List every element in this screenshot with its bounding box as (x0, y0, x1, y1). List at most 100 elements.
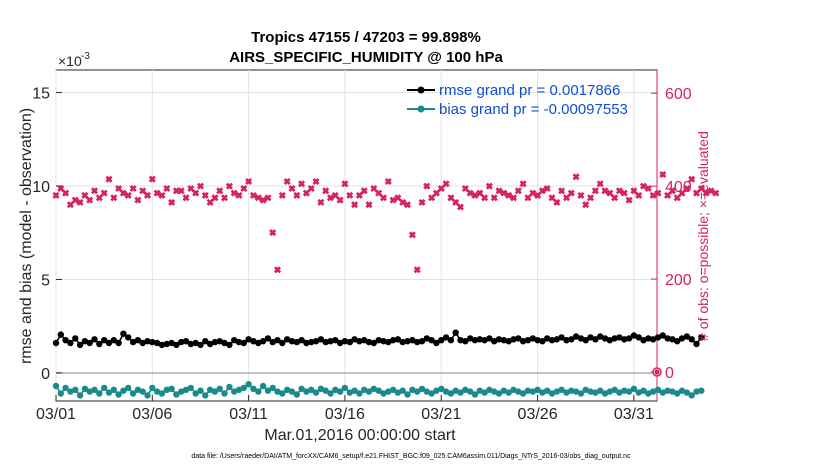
chart-subtitle: AIRS_SPECIFIC_HUMIDITY @ 100 hPa (229, 49, 503, 66)
rmse-point (370, 339, 377, 347)
rmse-point (120, 330, 127, 337)
obs-count-point (476, 189, 484, 197)
bias-point (524, 387, 532, 394)
bias-point (134, 386, 142, 393)
rmse-point (486, 335, 493, 342)
obs-count-point (582, 201, 590, 209)
rmse-point (264, 335, 272, 342)
bias-point (221, 390, 228, 397)
obs-count-point (413, 266, 421, 274)
rmse-point (361, 337, 368, 344)
bias-point (385, 388, 392, 395)
obs-count-point (442, 180, 450, 188)
grid (55, 70, 657, 401)
obs-count-point (302, 189, 310, 197)
rmse-point (611, 335, 618, 342)
bias-point (76, 392, 84, 399)
obs-count-point (341, 180, 349, 188)
obs-count-point (148, 175, 156, 183)
bias-point (678, 387, 686, 394)
bias-point (129, 390, 137, 397)
bias-point (394, 389, 402, 396)
bias-point (380, 390, 387, 397)
bias-point (495, 390, 503, 397)
obs-count-point (57, 184, 65, 193)
rmse-point (274, 337, 281, 344)
y-tick-label-right: 0 (665, 365, 674, 382)
bias-point (659, 389, 666, 396)
obs-count-point (615, 187, 623, 195)
obs-count-point (370, 184, 378, 193)
bias-point (288, 388, 296, 395)
bias-point (163, 386, 170, 393)
obs-count-point (505, 191, 513, 199)
bias-point (67, 388, 74, 395)
rmse-point (414, 338, 421, 346)
obs-count-point (500, 189, 508, 197)
rmse-point (115, 339, 122, 347)
bias-point (91, 386, 98, 393)
bias-point (293, 391, 300, 398)
rmse-point (105, 339, 113, 347)
obs-count-point (192, 189, 200, 197)
bias-point (510, 386, 517, 393)
obs-count-point (211, 194, 219, 202)
rmse-point (404, 338, 411, 345)
x-tick-label: 03/31 (614, 406, 654, 423)
rmse-point (645, 335, 652, 342)
rmse-point (621, 336, 628, 343)
rmse-point (693, 340, 700, 348)
rmse-point (356, 338, 363, 345)
rmse-point (231, 337, 238, 344)
bias-point (211, 388, 219, 395)
bias-point (182, 386, 190, 393)
rmse-point (519, 338, 527, 345)
obs-count-point (606, 189, 614, 197)
rmse-point (698, 334, 705, 341)
rmse-point (308, 338, 315, 346)
obs-count-point (71, 196, 79, 204)
rmse-point (548, 337, 556, 344)
obs-count-point (245, 177, 253, 186)
obs-count-point (62, 189, 70, 197)
rmse-point (197, 341, 204, 349)
bias-point (226, 383, 233, 391)
y-tick-label-left: 0 (41, 366, 50, 383)
bias-point (149, 384, 156, 392)
bias-point (105, 389, 113, 396)
x-tick-label: 03/06 (132, 406, 172, 423)
obs-count-point (688, 175, 696, 183)
rmse-point (211, 338, 219, 346)
rmse-point (568, 336, 575, 343)
obs-count-point (596, 180, 604, 188)
obs-count-point (529, 189, 537, 197)
obs-count-point (129, 184, 137, 192)
bias-point (669, 388, 676, 395)
x-tick-label: 03/11 (229, 406, 268, 423)
bias-point (462, 386, 469, 393)
rmse-point (563, 337, 570, 344)
bias-point (544, 387, 551, 394)
obs-count-point (95, 194, 103, 202)
obs-count-point (81, 191, 89, 199)
obs-count-point (456, 203, 465, 211)
obs-count-point (702, 189, 710, 197)
bias-point (255, 388, 262, 395)
obs-count-point (509, 194, 518, 202)
obs-count-point (134, 196, 142, 204)
bias-point (361, 386, 368, 393)
obs-count-point (336, 196, 344, 204)
rmse-point (202, 338, 209, 345)
bias-point (693, 388, 700, 395)
rmse-point (447, 337, 455, 344)
bias-point (572, 388, 580, 395)
obs-count-point (307, 184, 315, 193)
obs-count-point (365, 201, 373, 209)
obs-count-point (673, 194, 681, 202)
obs-count-point (187, 184, 195, 193)
obs-count-point (620, 189, 628, 197)
bias-point (115, 391, 122, 398)
bias-point (645, 390, 652, 397)
obs-count-point (481, 194, 489, 202)
obs-count-point (119, 189, 127, 197)
